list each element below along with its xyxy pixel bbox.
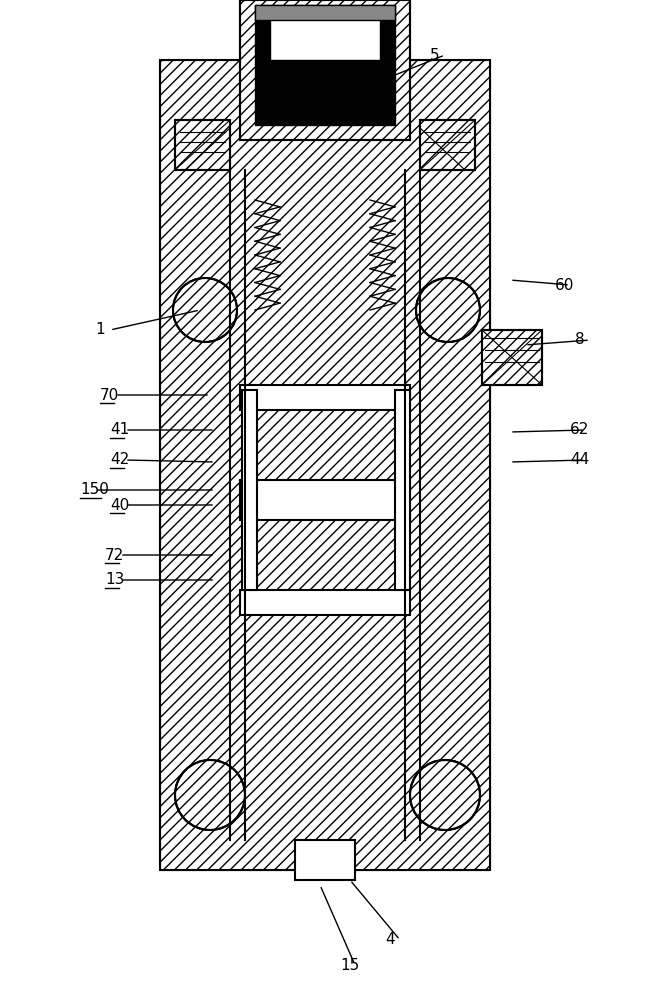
Text: 62: 62 — [570, 422, 589, 438]
Text: 60: 60 — [555, 277, 575, 292]
Circle shape — [416, 278, 480, 342]
Polygon shape — [240, 0, 410, 140]
Bar — [242, 390, 257, 590]
Polygon shape — [420, 120, 475, 170]
Bar — [240, 590, 410, 615]
Circle shape — [410, 760, 480, 830]
Text: 150: 150 — [80, 483, 109, 497]
Bar — [240, 385, 410, 410]
Text: 15: 15 — [340, 958, 359, 972]
Text: 13: 13 — [105, 572, 125, 587]
Text: 44: 44 — [570, 452, 589, 468]
Bar — [395, 390, 410, 590]
Polygon shape — [175, 120, 230, 170]
Bar — [295, 840, 355, 880]
Text: 5: 5 — [430, 47, 440, 62]
Text: 8: 8 — [575, 332, 584, 348]
Text: 42: 42 — [110, 452, 129, 468]
Polygon shape — [482, 330, 542, 385]
Bar — [255, 5, 395, 125]
Text: 4: 4 — [385, 932, 395, 948]
Text: 40: 40 — [110, 497, 129, 512]
Text: 1: 1 — [95, 322, 104, 338]
Circle shape — [173, 278, 237, 342]
Circle shape — [175, 760, 245, 830]
Bar — [240, 480, 410, 520]
Bar — [270, 10, 380, 60]
Bar — [255, 5, 395, 20]
Text: 70: 70 — [100, 387, 119, 402]
Polygon shape — [160, 60, 490, 870]
Text: 41: 41 — [110, 422, 129, 438]
Text: 72: 72 — [105, 548, 124, 562]
